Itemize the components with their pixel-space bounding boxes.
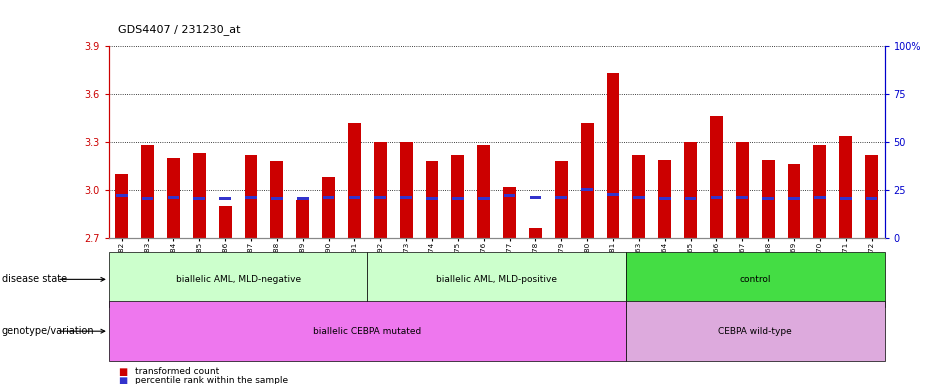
Bar	[839, 136, 852, 238]
Bar	[399, 142, 412, 238]
Bar	[349, 196, 360, 199]
Bar	[109, 301, 626, 361]
Bar	[167, 196, 179, 199]
Bar	[814, 145, 826, 238]
Bar	[582, 188, 593, 191]
Bar	[787, 164, 800, 238]
Bar	[762, 160, 775, 238]
Bar	[297, 197, 308, 200]
Bar	[710, 116, 723, 238]
Bar	[606, 73, 620, 238]
Text: control: control	[740, 275, 771, 284]
Bar	[323, 196, 334, 199]
Bar	[788, 197, 799, 200]
Bar	[400, 196, 412, 199]
Bar	[504, 194, 516, 197]
Bar	[367, 252, 626, 307]
Bar	[219, 197, 231, 200]
Bar	[658, 160, 671, 238]
Bar	[632, 155, 645, 238]
Bar	[626, 301, 885, 361]
Bar	[348, 123, 361, 238]
Bar	[684, 142, 697, 238]
Bar	[762, 197, 774, 200]
Bar	[272, 197, 283, 200]
Text: biallelic CEBPA mutated: biallelic CEBPA mutated	[313, 327, 422, 336]
Bar	[427, 197, 438, 200]
Bar	[478, 197, 489, 200]
Bar	[271, 161, 284, 238]
Bar	[710, 196, 722, 199]
Text: biallelic AML, MLD-negative: biallelic AML, MLD-negative	[176, 275, 301, 284]
Bar	[737, 196, 748, 199]
Bar	[815, 196, 826, 199]
Bar	[375, 196, 386, 199]
Bar	[245, 196, 256, 199]
Bar	[116, 194, 128, 197]
Text: ■: ■	[118, 376, 128, 384]
Bar	[322, 177, 335, 238]
Bar	[374, 142, 387, 238]
Bar	[452, 197, 464, 200]
Bar	[581, 123, 594, 238]
Bar	[554, 161, 568, 238]
Text: ■: ■	[118, 367, 128, 377]
Text: genotype/variation: genotype/variation	[2, 326, 95, 336]
Bar	[426, 161, 438, 238]
Bar	[109, 252, 367, 307]
Bar	[219, 206, 232, 238]
Bar	[141, 145, 154, 238]
Bar	[530, 196, 541, 199]
Bar	[194, 197, 205, 200]
Bar	[166, 158, 180, 238]
Bar	[503, 187, 516, 238]
Text: disease state: disease state	[2, 274, 67, 285]
Bar	[244, 155, 257, 238]
Text: percentile rank within the sample: percentile rank within the sample	[135, 376, 289, 384]
Bar	[115, 174, 129, 238]
Bar	[865, 155, 878, 238]
Text: GDS4407 / 231230_at: GDS4407 / 231230_at	[118, 24, 240, 35]
Text: transformed count: transformed count	[135, 367, 219, 376]
Bar	[142, 197, 153, 200]
Bar	[607, 193, 619, 195]
Bar	[529, 228, 542, 238]
Bar	[451, 155, 464, 238]
Text: CEBPA wild-type: CEBPA wild-type	[718, 327, 792, 336]
Bar	[633, 196, 644, 199]
Bar	[626, 252, 885, 307]
Bar	[193, 153, 206, 238]
Bar	[477, 145, 490, 238]
Bar	[736, 142, 748, 238]
Bar	[659, 197, 671, 200]
Bar	[685, 197, 696, 200]
Bar	[555, 196, 567, 199]
Bar	[840, 197, 851, 200]
Bar	[866, 197, 877, 200]
Bar	[296, 200, 309, 238]
Text: biallelic AML, MLD-positive: biallelic AML, MLD-positive	[436, 275, 557, 284]
